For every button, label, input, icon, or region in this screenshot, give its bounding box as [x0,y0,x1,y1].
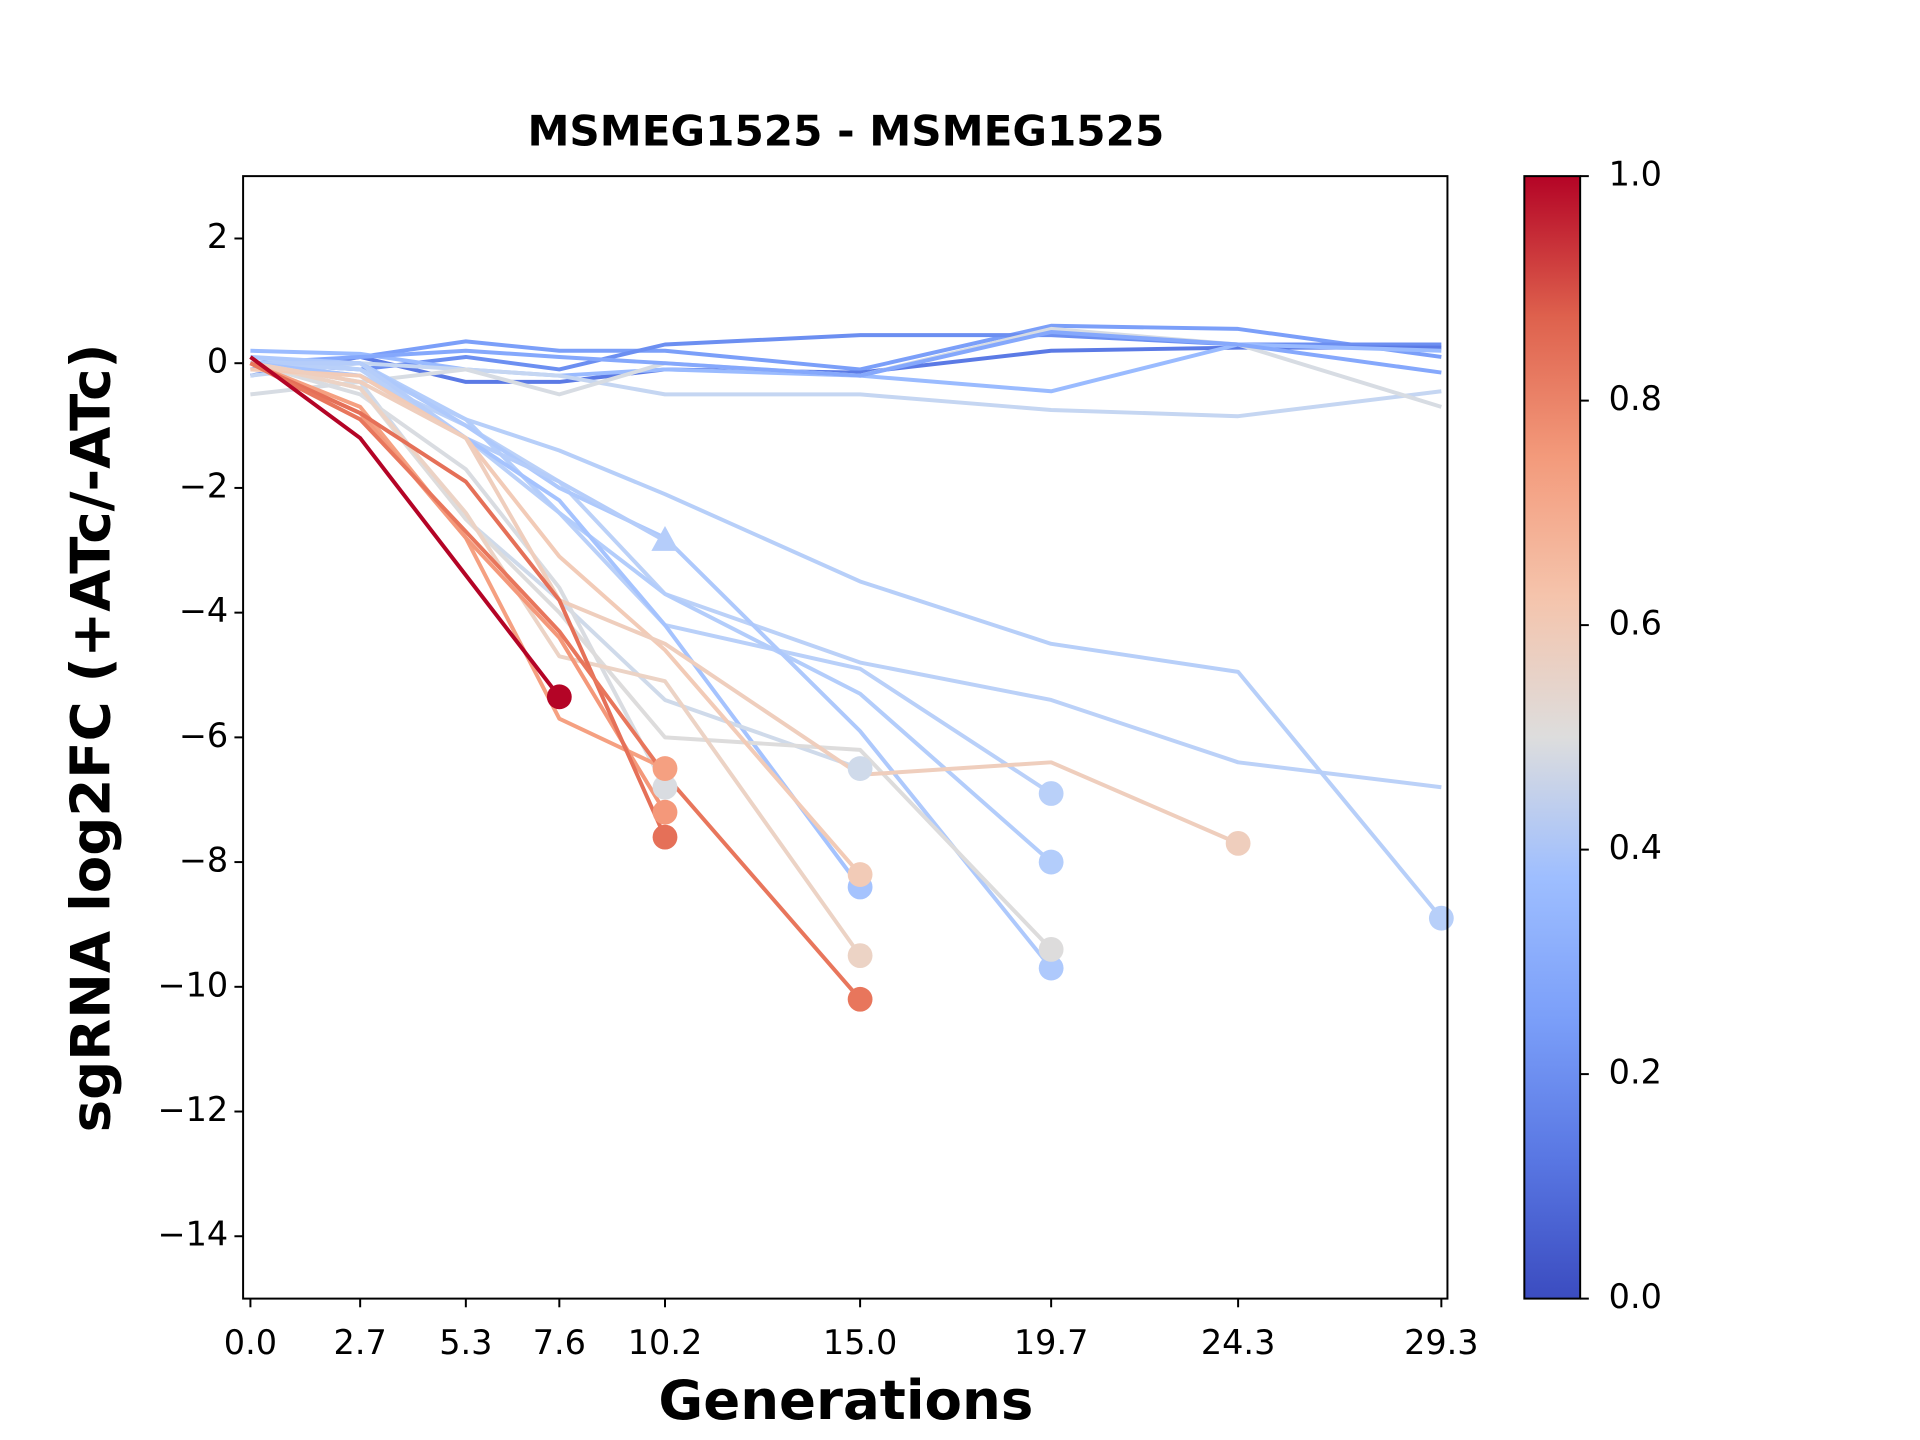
x-tick-label: 15.0 [823,1323,898,1362]
series-line [250,342,1442,394]
colorbar-tick-label: 0.8 [1609,379,1662,418]
y-tick-label: −8 [179,841,228,880]
end-marker [1038,849,1064,875]
y-tick-label: −10 [158,965,229,1004]
end-marker [1038,781,1064,806]
x-tick-label: 29.3 [1404,1323,1479,1362]
end-marker [651,526,679,551]
end-marker [652,824,678,850]
y-tick-label: −12 [158,1090,229,1129]
end-marker [652,756,678,781]
colorbar [1523,175,1582,1300]
end-marker [652,774,678,800]
series-line [250,323,1442,372]
x-axis-label: Generations [658,1368,1033,1432]
y-axis-label: sgRNA log2FC (+ATc/-ATc) [58,344,122,1133]
end-marker [1038,955,1064,981]
end-marker [847,943,873,969]
colorbar-tick-label: 1.0 [1609,155,1662,194]
y-tick-label: 2 [207,217,228,256]
x-tick-label: 5.3 [439,1323,492,1362]
plot-lines [249,323,1443,1001]
series-line [250,361,1239,846]
y-tick-label: −2 [179,466,228,505]
colorbar-tick-label: 0.6 [1609,604,1662,643]
y-tick-label: −4 [179,591,228,630]
y-tick-label: −6 [179,716,228,755]
colorbar-tick-label: 0.2 [1609,1053,1662,1092]
series-line [249,355,561,699]
series-line [249,361,862,1001]
x-tick-label: 0.0 [224,1323,277,1362]
end-marker [546,684,572,710]
series-line [250,367,862,876]
end-marker [847,756,873,781]
y-tick-label: −14 [158,1215,229,1254]
end-marker [847,986,873,1012]
series-line [250,361,1442,419]
series-line [250,330,1442,378]
x-tick-label: 7.6 [533,1323,586,1362]
end-marker [652,799,678,825]
x-tick-label: 10.2 [628,1323,703,1362]
end-marker [1225,830,1251,856]
end-marker [847,862,873,887]
y-tick-label: 0 [207,342,228,381]
x-tick-label: 24.3 [1201,1323,1276,1362]
series-line [249,361,667,789]
plot-markers [546,526,1454,1012]
x-tick-label: 19.7 [1014,1323,1089,1362]
x-tick-label: 2.7 [334,1323,387,1362]
series-line [249,361,862,957]
chart-title: MSMEG1525 - MSMEG1525 [527,106,1164,155]
colorbar-tick-label: 0.4 [1609,828,1662,867]
end-marker [1428,905,1454,931]
colorbar-tick-label: 0.0 [1609,1277,1662,1316]
end-marker [1038,936,1064,962]
